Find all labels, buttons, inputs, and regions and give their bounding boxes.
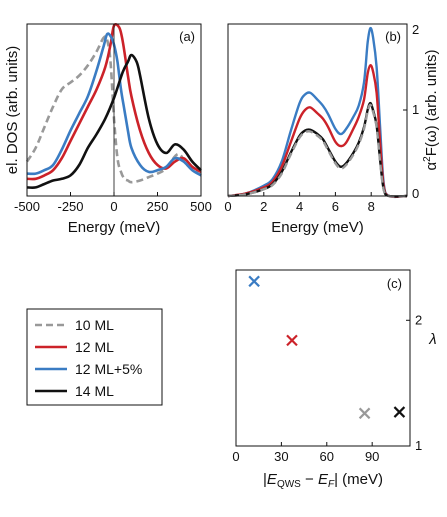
point-14-ml (393, 406, 406, 418)
panel-b-ticks: 0 2 4 6 8 0 1 2 (224, 22, 419, 214)
panel-c-x-tick-label: 0 (232, 449, 239, 464)
legend-label-12-ml: 12 ML (75, 339, 114, 355)
panel-a-x-tick-label: 500 (190, 199, 212, 214)
c-xlabel-sub-f: F (328, 479, 335, 490)
panel-a-y-axis-label: el. DOS (arb. units) (4, 46, 21, 174)
series-10-ml-line (227, 103, 408, 198)
panel-a-curves (25, 23, 202, 189)
panel-b-x-tick-label: 0 (224, 199, 231, 214)
point-12-ml (286, 334, 298, 347)
panel-c-ticks: 0 30 60 90 1 2 (232, 312, 422, 464)
panel-a-x-tick-label: -250 (57, 199, 83, 214)
panel-b-x-tick-label: 2 (260, 199, 267, 214)
series-12-ml-5-line (26, 32, 202, 177)
panel-b-label: (b) (385, 29, 401, 44)
series-10-ml-line (25, 35, 202, 184)
panel-c-y-axis-label: λ (428, 331, 436, 348)
panel-b-y-tick-label: 2 (412, 22, 419, 37)
panel-b-x-tick-label: 4 (296, 199, 303, 214)
series-12-ml-line (26, 23, 202, 181)
panel-c-x-axis-label: |EQWS − EF| (meV) (263, 471, 383, 490)
panel-a-label: (a) (179, 29, 195, 44)
series-12-ml-line (227, 64, 408, 198)
panel-a-ticks: -500 -250 0 250 500 (14, 192, 212, 214)
point-12-ml-5 (248, 275, 260, 288)
panel-c-x-tick-label: 60 (320, 449, 334, 464)
panel-a-x-tick-label: 0 (110, 199, 117, 214)
panel-b-y-tick-label: 1 (412, 102, 419, 117)
panel-c-x-tick-label: 90 (365, 449, 379, 464)
panel-b-x-tick-label: 8 (368, 199, 375, 214)
panel-c-y-tick-label: 1 (415, 438, 422, 453)
panel-a-x-axis-label: Energy (meV) (68, 219, 161, 236)
c-xlabel-e-qws: E (267, 471, 278, 488)
legend-label-14-ml: 14 ML (75, 383, 114, 399)
c-xlabel-minus: − (301, 471, 318, 488)
panel-b-curves (227, 26, 408, 199)
c-xlabel-bar-left: | (263, 471, 267, 488)
c-xlabel-sub-qws: QWS (277, 479, 301, 490)
panel-a-x-tick-label: 250 (147, 199, 169, 214)
panel-a-el-dos: -500 -250 0 250 500 (a) Energy (meV) el. DOS… (4, 23, 212, 236)
panel-c-points (248, 275, 406, 420)
panel-b-x-tick-label: 6 (332, 199, 339, 214)
panel-c-y-tick-label: 2 (415, 312, 422, 327)
panel-c-frame (235, 269, 411, 447)
c-xlabel-unit: | (meV) (334, 471, 383, 488)
legend-label-12-ml-5: 12 ML+5% (75, 361, 142, 377)
panel-b-ylabel-alpha: α (423, 161, 440, 170)
series-12-ml-5-line (227, 26, 408, 199)
point-10-ml (358, 407, 371, 420)
panel-b-ylabel-sup: 2 (422, 156, 433, 162)
legend-label-10-ml: 10 ML (75, 317, 114, 333)
legend-items: 10 ML 12 ML 12 ML+5% 14 ML (35, 317, 142, 399)
legend: 10 ML 12 ML 12 ML+5% 14 ML (26, 308, 163, 406)
panel-b-y-tick-label: 0 (412, 186, 419, 201)
series-14-ml-line (26, 53, 202, 189)
panel-b-x-axis-label: Energy (meV) (271, 219, 364, 236)
panel-a-x-tick-label: -500 (14, 199, 40, 214)
c-xlabel-e-f: E (318, 471, 329, 488)
panel-c-label: (c) (387, 276, 402, 291)
panel-c-x-tick-label: 30 (274, 449, 288, 464)
panel-b-y-axis-label: α2F(ω) (arb. units) (422, 50, 440, 171)
panel-b-ylabel-rest: F(ω) (arb. units) (423, 50, 440, 157)
